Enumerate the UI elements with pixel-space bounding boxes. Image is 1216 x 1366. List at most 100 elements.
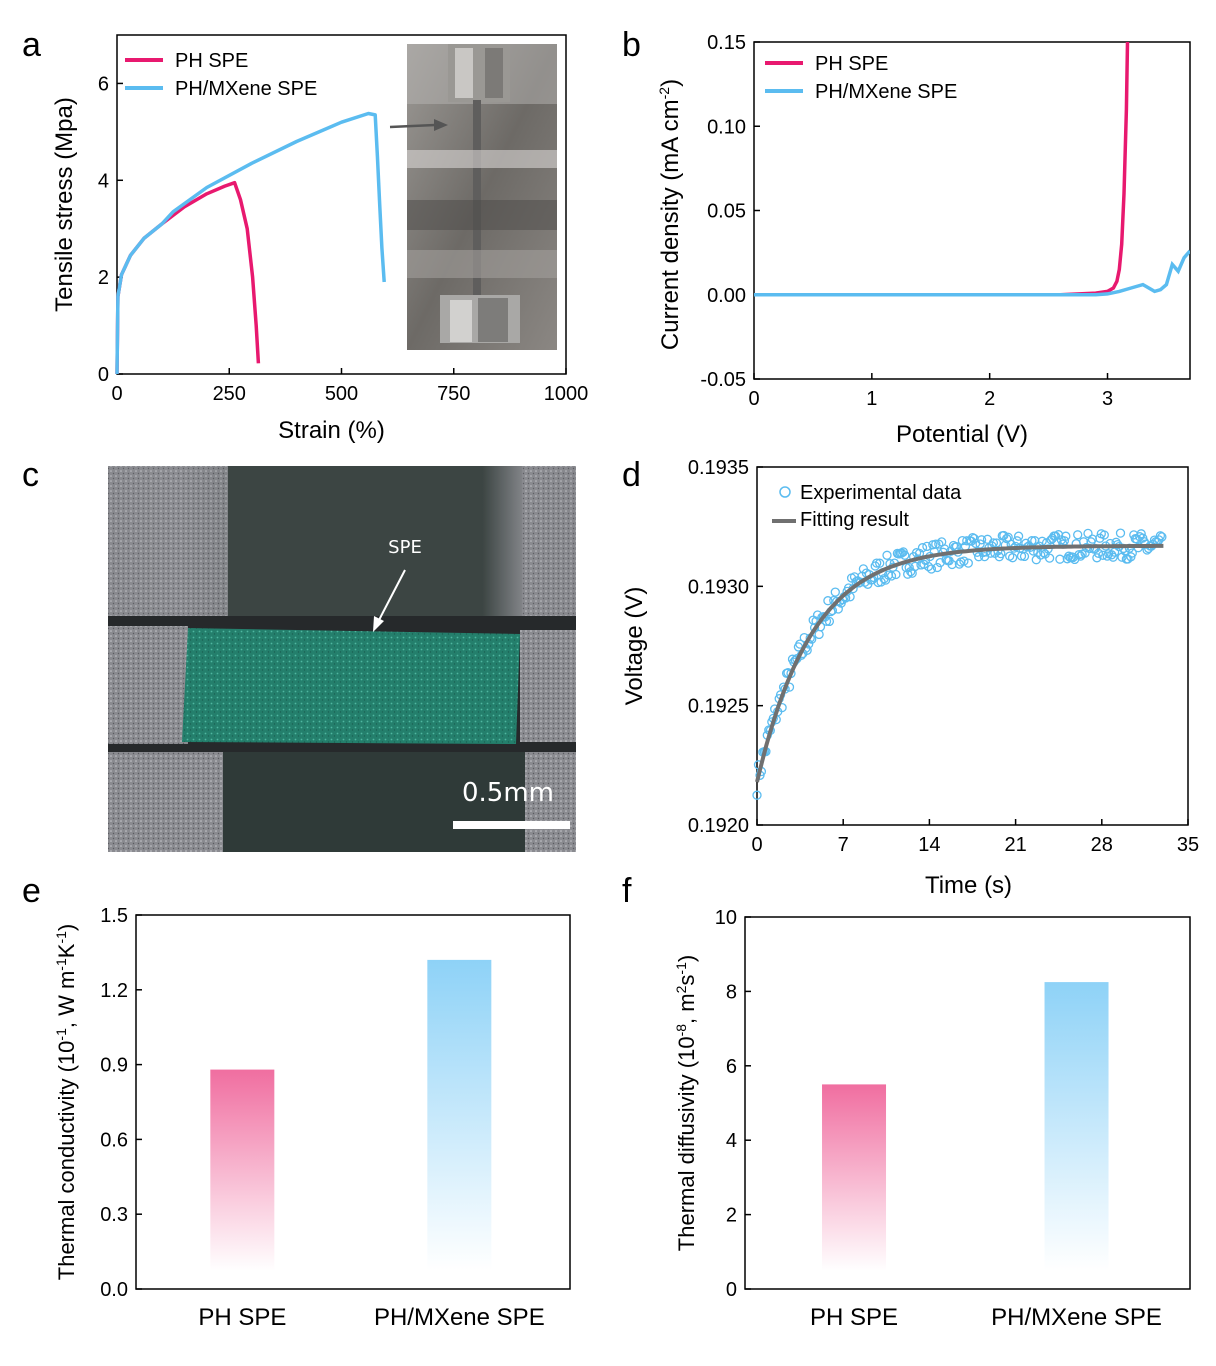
- plot-frame-e: [135, 914, 571, 1290]
- data-point: [922, 541, 932, 552]
- plot-frame-d: [756, 466, 1189, 826]
- y-tick-label: 0.1925: [688, 696, 749, 718]
- data-point: [1044, 553, 1055, 563]
- y-tick-label: 0.0: [100, 1279, 128, 1301]
- data-point: [923, 561, 934, 572]
- data-point: [1098, 550, 1108, 560]
- chart-voltage-time: 0 7 14 21 28 35 0.1920 0.1925 0.1930 0.1935 Experi…: [621, 457, 1199, 899]
- data-point: [1127, 548, 1137, 558]
- tensile-test-photo: [407, 44, 557, 350]
- chart-thermal-diffusivity: 0 2 4 6 8 10 PH SPE PH/MXene SPE Thermal diffusi…: [673, 907, 1191, 1331]
- fit-line: [755, 543, 1164, 783]
- series-line-ph: [754, 42, 1130, 297]
- y-tick-label: 6: [98, 73, 109, 95]
- panel-label-d: d: [622, 456, 641, 494]
- data-point: [1013, 531, 1024, 541]
- y-tick-label: 0.9: [100, 1055, 128, 1077]
- panel-label-f: f: [622, 872, 632, 910]
- chart-thermal-conductivity: 0.0 0.3 0.6 0.9 1.2 1.5 PH SPE PH/MXene SPE Ther…: [53, 905, 571, 1331]
- data-point: [1123, 554, 1133, 564]
- series-line-ph-mxene: [115, 111, 386, 375]
- y-tick-label: 0.1920: [688, 815, 749, 837]
- bar-ph: [210, 1069, 275, 1271]
- spe-arrow: [373, 569, 406, 632]
- data-point: [963, 558, 973, 568]
- y-tick-label: 0.15: [707, 32, 746, 54]
- inset-arrow: [389, 119, 448, 131]
- x-tick-label: 14: [918, 834, 940, 856]
- data-point: [1073, 530, 1083, 540]
- data-point: [917, 543, 928, 553]
- data-point: [900, 550, 910, 560]
- x-tick-label: 750: [437, 383, 470, 405]
- data-point: [975, 539, 985, 549]
- data-point: [947, 559, 957, 570]
- x-tick-label: 2: [984, 388, 995, 410]
- data-point: [988, 538, 999, 548]
- data-point: [1036, 550, 1046, 560]
- x-axis-title: Strain (%): [278, 417, 385, 444]
- data-point: [1019, 551, 1030, 562]
- y-tick-label: 10: [715, 907, 737, 929]
- chart-tensile: 0 250 500 750 1000 0 2 4 6 PH SPE PH/MXene SPE Stra…: [51, 34, 589, 444]
- y-axis-title: Voltage (V): [621, 587, 648, 706]
- data-point: [1087, 534, 1098, 544]
- data-point: [1102, 551, 1112, 561]
- y-tick-label: 0.10: [707, 116, 746, 138]
- y-tick-label: 4: [98, 170, 109, 192]
- x-tick-label: 21: [1004, 834, 1026, 856]
- data-point: [934, 539, 944, 549]
- x-tick-label: 250: [213, 383, 246, 405]
- category-label-ph: PH SPE: [198, 1304, 286, 1331]
- data-point: [814, 629, 824, 640]
- x-tick-label: 1000: [544, 383, 589, 405]
- y-tick-label: 0.6: [100, 1129, 128, 1151]
- legend-label-experimental: Experimental data: [800, 482, 962, 504]
- legend-label-ph-mxene: PH/MXene SPE: [815, 81, 957, 103]
- data-point: [976, 535, 987, 545]
- micrograph-photo: [108, 466, 576, 852]
- data-point: [1083, 528, 1093, 539]
- data-point: [824, 616, 835, 627]
- x-tick-label: 28: [1091, 834, 1113, 856]
- data-point: [1093, 548, 1104, 558]
- data-point: [872, 558, 882, 568]
- y-tick-label: 0.1930: [688, 576, 749, 598]
- data-point: [1108, 552, 1118, 562]
- data-point: [1061, 531, 1071, 541]
- data-point: [823, 596, 833, 606]
- y-tick-label: 6: [726, 1056, 737, 1078]
- y-tick-label: 0.1935: [688, 457, 749, 479]
- category-label-ph-mxene: PH/MXene SPE: [374, 1304, 545, 1331]
- x-tick-label: 35: [1177, 834, 1199, 856]
- data-point: [891, 569, 901, 580]
- y-axis-title: Thermal diffusivity (10-8, m2s-1): [673, 955, 699, 1251]
- data-point: [897, 548, 907, 558]
- data-point: [1136, 529, 1146, 539]
- data-point: [1027, 536, 1037, 546]
- data-point: [882, 550, 892, 560]
- chart-lsv: 0 1 2 3 -0.05 0.00 0.05 0.10 0.15 PH SPE PH/MXene …: [656, 32, 1191, 448]
- bar-ph: [822, 1084, 887, 1271]
- bar-ph-mxene: [1044, 982, 1109, 1271]
- x-tick-label: 500: [325, 383, 358, 405]
- spe-annotation: SPE: [388, 537, 422, 558]
- y-tick-label: 0.05: [707, 201, 746, 223]
- data-point: [1092, 553, 1102, 563]
- data-point: [1107, 550, 1117, 560]
- y-tick-label: 0.3: [100, 1204, 128, 1226]
- x-tick-label: 0: [751, 834, 762, 856]
- legend-label-fit: Fitting result: [800, 509, 909, 531]
- panel-label-a: a: [22, 26, 41, 64]
- scalebar: [453, 821, 570, 829]
- data-point: [904, 562, 914, 573]
- x-axis-title: Potential (V): [896, 421, 1028, 448]
- panel-label-c: c: [22, 456, 39, 494]
- series-line-ph-mxene: [754, 249, 1190, 297]
- scalebar-label: 0.5mm: [462, 778, 554, 808]
- legend-swatch-experimental: [779, 486, 791, 498]
- y-tick-label: 0: [98, 364, 109, 386]
- data-point: [1007, 553, 1018, 563]
- x-axis-title: Time (s): [925, 872, 1012, 899]
